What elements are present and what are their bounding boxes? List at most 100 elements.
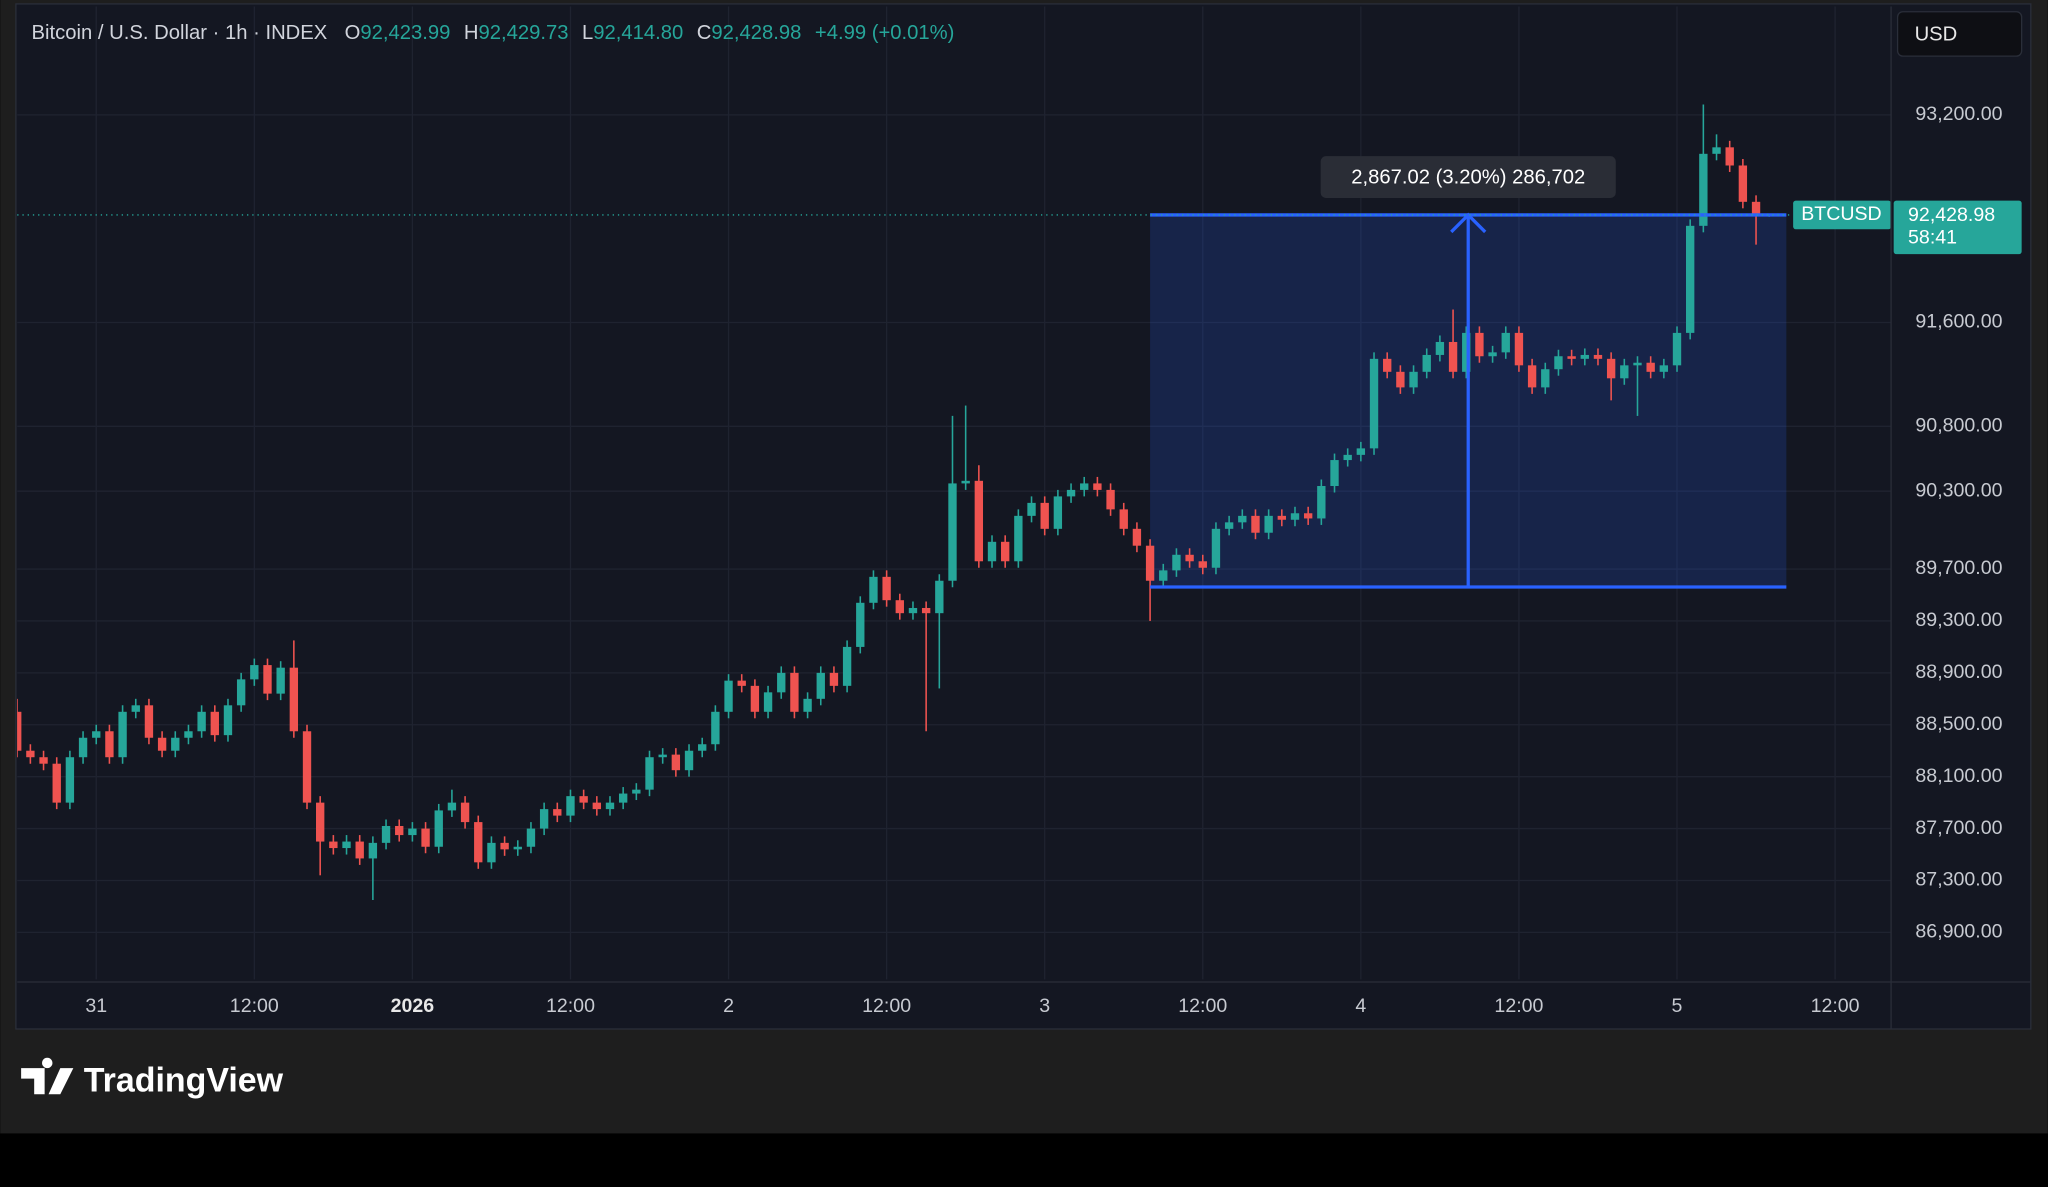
ohlc-value: 92,414.80 xyxy=(593,22,683,44)
y-tick-label: 87,700.00 xyxy=(1915,817,2002,839)
candle-body xyxy=(1330,460,1339,487)
candle-body xyxy=(1699,153,1708,226)
y-tick-label: 91,600.00 xyxy=(1915,311,2002,333)
candle-body xyxy=(1633,362,1642,366)
grid xyxy=(17,6,1892,980)
candle-body xyxy=(539,809,549,829)
candle-body xyxy=(1409,371,1418,388)
candle-body xyxy=(829,672,839,686)
candle-body xyxy=(1646,362,1655,372)
candle-body xyxy=(1106,489,1115,510)
candle-body xyxy=(92,731,101,738)
candle-body xyxy=(935,580,944,614)
brand-logo[interactable] xyxy=(21,1057,74,1095)
candles xyxy=(17,104,1774,900)
candle-body xyxy=(1211,528,1221,568)
y-tick-label: 86,900.00 xyxy=(1915,921,2002,943)
x-tick-label: 12:00 xyxy=(862,995,911,1017)
candle-body xyxy=(355,841,364,859)
candle-body xyxy=(1040,502,1049,529)
candle-body xyxy=(1751,201,1761,216)
candle-body xyxy=(1145,545,1155,581)
x-tick-label: 2 xyxy=(723,995,734,1017)
candle-body xyxy=(1185,554,1194,562)
candle-body xyxy=(302,731,312,803)
x-tick-label: 4 xyxy=(1355,995,1366,1017)
candle-body xyxy=(1488,352,1497,357)
y-tick-label: 88,500.00 xyxy=(1915,713,2002,735)
x-tick-label: 12:00 xyxy=(230,995,279,1017)
candle-body xyxy=(157,737,167,751)
candle-body xyxy=(289,667,299,732)
candle-body xyxy=(763,692,773,712)
chart-panel xyxy=(15,3,2032,1030)
candle-body xyxy=(1475,332,1484,357)
candle-body xyxy=(1620,365,1629,379)
candle-body xyxy=(52,763,61,803)
x-tick-label: 12:00 xyxy=(1178,995,1227,1017)
currency-button[interactable]: USD xyxy=(1896,11,2023,57)
candle-body xyxy=(1238,515,1247,523)
candle-body xyxy=(487,842,496,863)
brand[interactable]: TradingView xyxy=(21,1057,284,1100)
candle-body xyxy=(78,737,88,758)
candle-body xyxy=(236,679,246,706)
price-change: +4.99 (+0.01%) xyxy=(815,22,955,44)
candle-body xyxy=(1567,356,1576,359)
candle-body xyxy=(1066,489,1076,497)
candle-body xyxy=(777,672,786,693)
candle-body xyxy=(1001,541,1010,562)
candle-body xyxy=(1606,358,1616,379)
candle-body xyxy=(1093,483,1102,490)
ohlc-key: H xyxy=(464,22,479,44)
candle-body xyxy=(1527,365,1537,388)
candle-body xyxy=(342,841,351,849)
last-price-box xyxy=(1893,200,2022,255)
candle-body xyxy=(263,665,272,694)
candle-body xyxy=(26,750,35,758)
candle-body xyxy=(987,541,997,562)
countdown-label: 58:41 xyxy=(1908,227,1957,249)
candle-body xyxy=(197,711,206,732)
x-tick-label: 12:00 xyxy=(1494,995,1543,1017)
x-tick-label: 12:00 xyxy=(546,995,595,1017)
candle-body xyxy=(421,828,430,847)
candle-body xyxy=(671,754,681,771)
ohlc-value: 92,423.99 xyxy=(360,22,450,44)
candle-body xyxy=(553,809,562,816)
brand-name[interactable]: TradingView xyxy=(84,1062,284,1100)
measure-label-box xyxy=(1320,156,1616,198)
last-price-label: 92,428.98 xyxy=(1908,204,1995,226)
y-tick-label: 90,800.00 xyxy=(1915,414,2002,436)
measure-label: 2,867.02 (3.20%) 286,702 xyxy=(1351,167,1585,189)
candle-body xyxy=(790,672,799,712)
candle-body xyxy=(1738,165,1748,202)
candle-body xyxy=(658,754,667,758)
x-tick-label: 31 xyxy=(85,995,107,1017)
candle-body xyxy=(144,705,154,738)
candle-body xyxy=(1317,486,1326,519)
candle-body xyxy=(605,802,615,810)
x-tick-label: 3 xyxy=(1039,995,1050,1017)
y-tick-label: 90,300.00 xyxy=(1915,479,2002,501)
candle-body xyxy=(895,600,904,614)
candle-body xyxy=(1132,528,1142,546)
candle-body xyxy=(1422,354,1431,372)
currency-button-label[interactable]: USD xyxy=(1915,24,1958,46)
candle-body xyxy=(1198,561,1207,568)
y-tick-label: 89,700.00 xyxy=(1915,557,2002,579)
candle-body xyxy=(500,842,509,850)
candle-body xyxy=(276,667,285,694)
candle-body xyxy=(618,793,628,803)
candle-body xyxy=(882,576,891,601)
currency-button-box[interactable] xyxy=(1896,11,2023,57)
candle-body xyxy=(698,744,707,751)
bottom-band xyxy=(0,1133,2048,1187)
symbol-tag: BTCUSD xyxy=(1801,203,1882,225)
candle-body xyxy=(171,737,180,751)
candle-body xyxy=(223,705,233,736)
candle-body xyxy=(961,480,970,484)
candle-body xyxy=(184,731,193,738)
